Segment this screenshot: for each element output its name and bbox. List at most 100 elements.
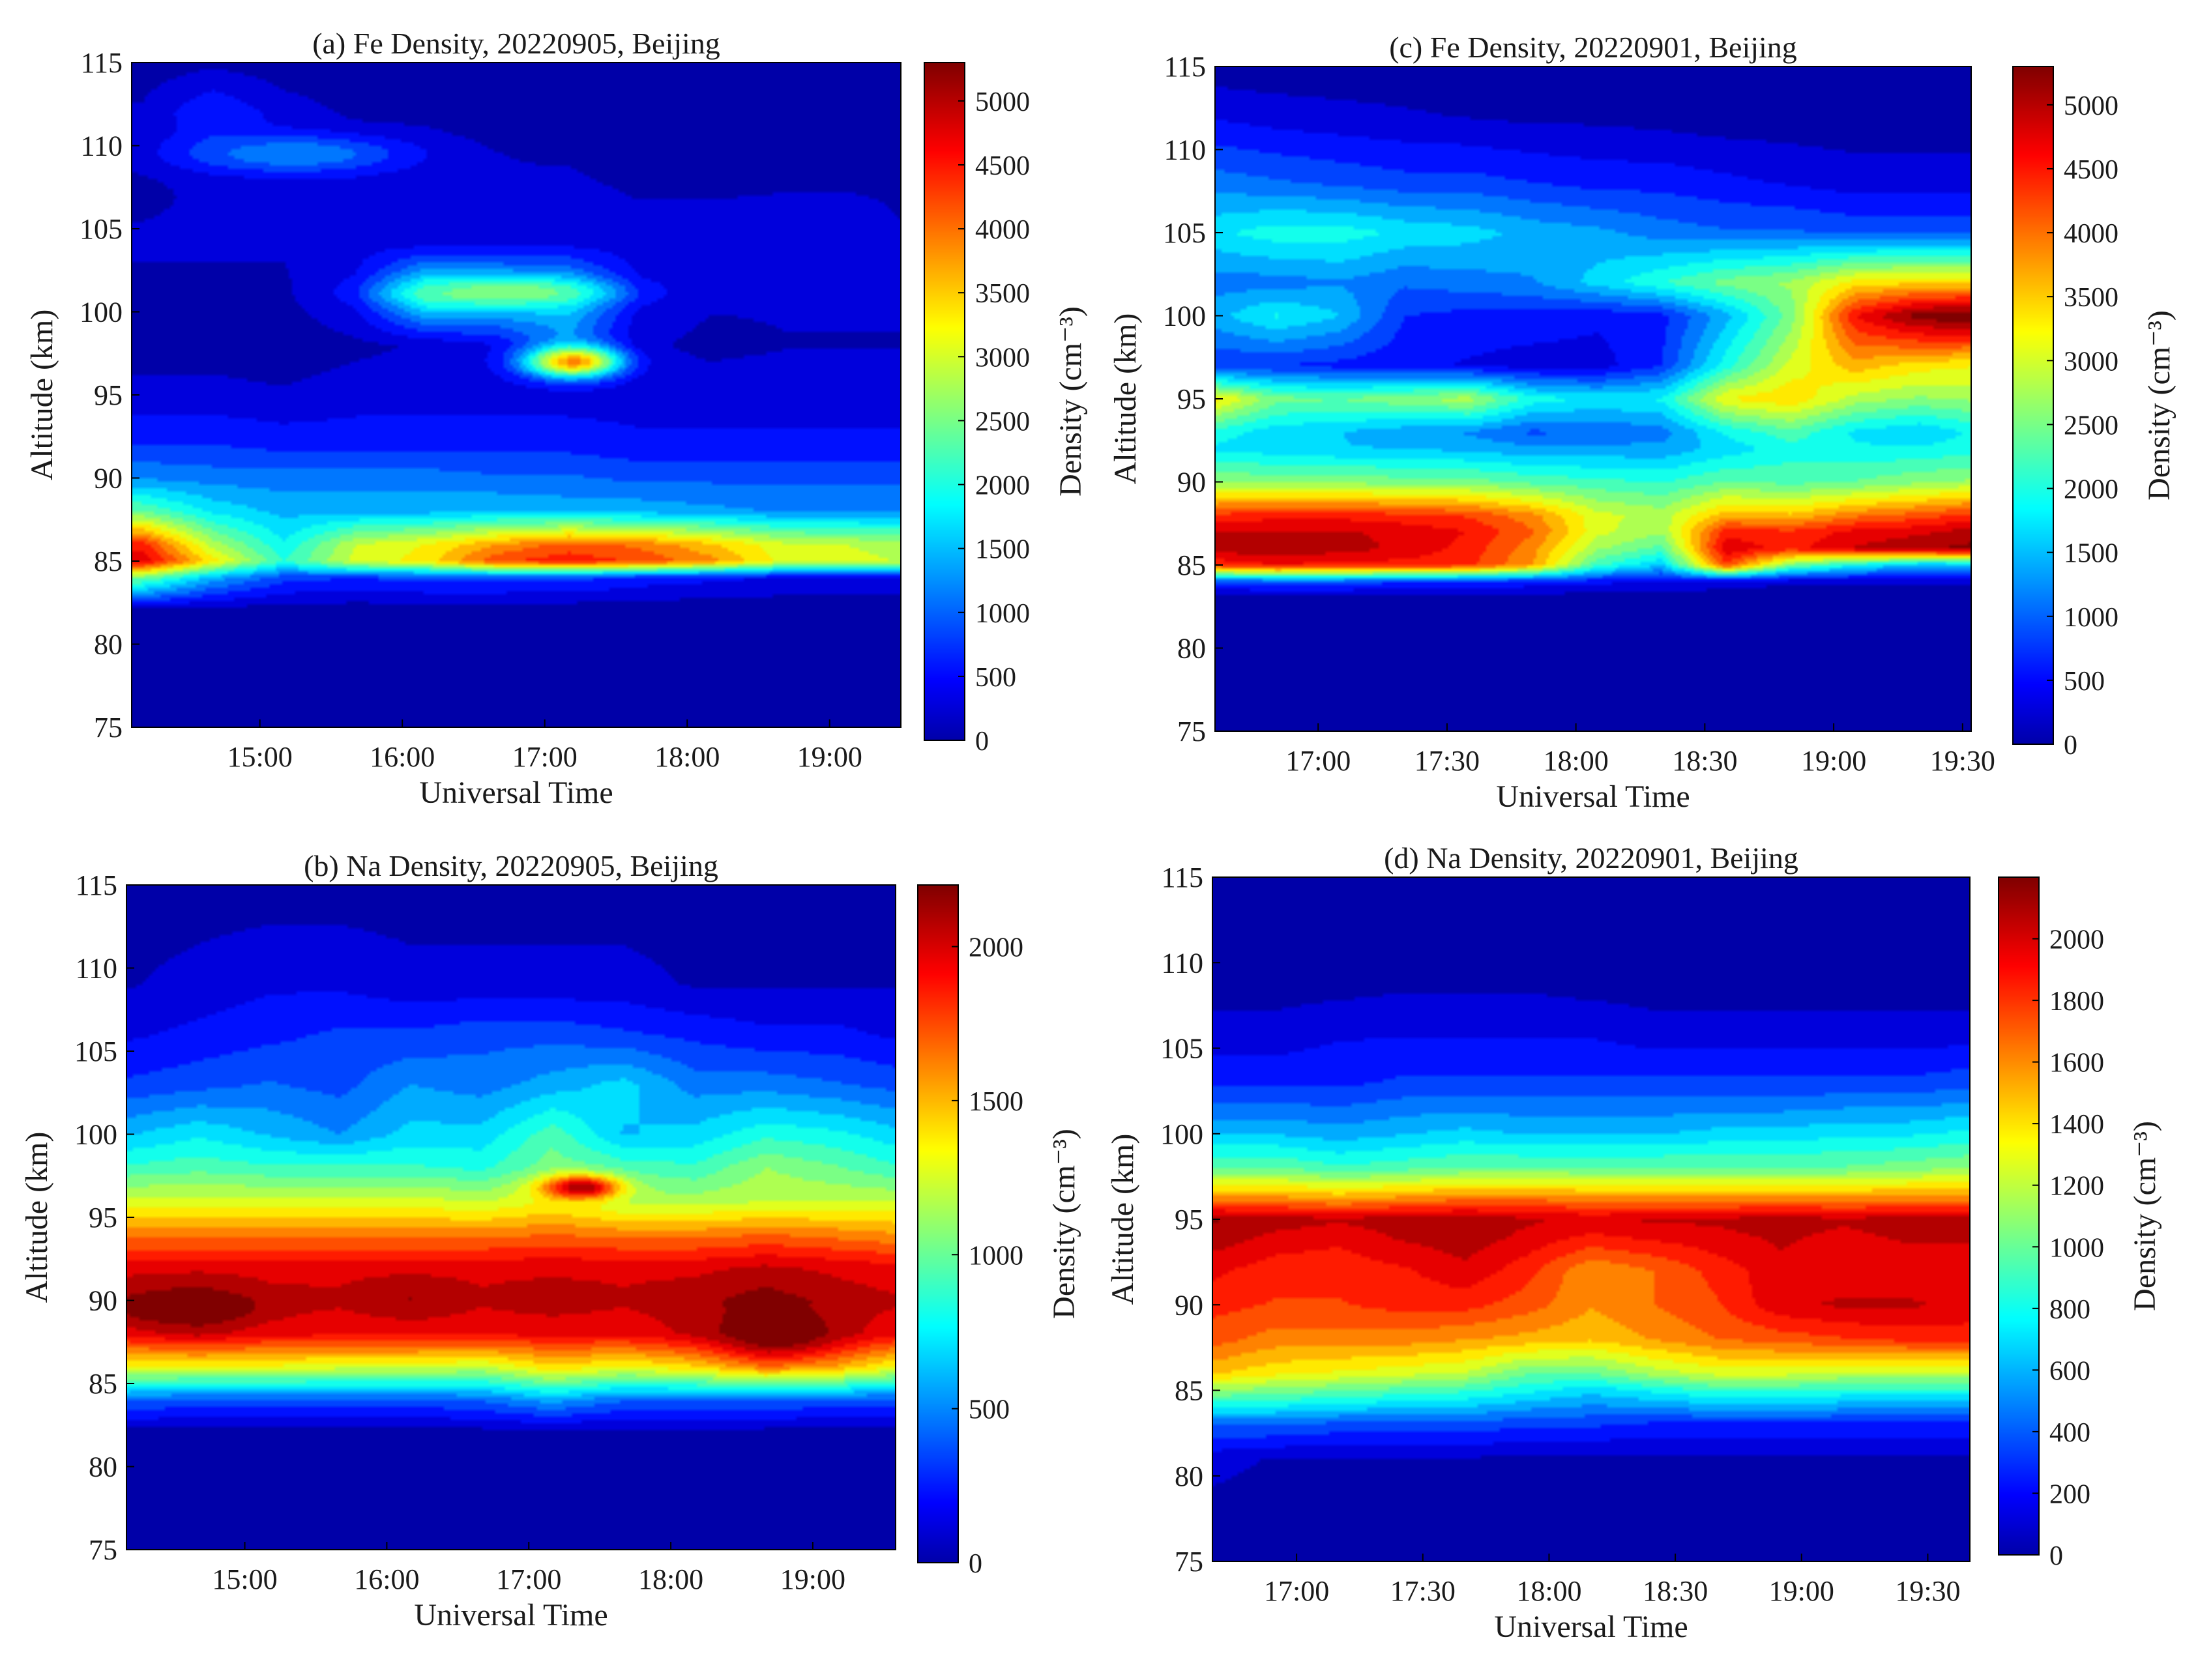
density-heatmap <box>1212 877 1970 1561</box>
y-tick-label: 105 <box>74 1036 117 1067</box>
y-tick-label: 85 <box>1175 1375 1203 1407</box>
y-axis-label: Altitude (km) <box>20 1132 54 1303</box>
x-tick-label: 17:00 <box>496 1563 561 1595</box>
colorbar-tick-label: 5000 <box>2064 91 2118 121</box>
y-tick-label: 105 <box>1160 1033 1203 1065</box>
colorbar-tick-label: 500 <box>969 1395 1010 1425</box>
colorbar-tick-label: 400 <box>2049 1418 2090 1448</box>
x-tick-label: 15:00 <box>227 741 293 773</box>
y-tick-label: 115 <box>1164 51 1206 83</box>
y-tick-label: 80 <box>1177 633 1206 665</box>
x-tick-label: 15:00 <box>212 1563 277 1595</box>
density-heatmap <box>126 885 896 1550</box>
panel-a: 75 80 85 90 95 100 105 110 115 15:00 16:00 17:00 18:… <box>25 27 1088 810</box>
x-tick-label: 19:00 <box>780 1563 845 1595</box>
y-tick-label: 95 <box>1177 383 1206 415</box>
y-tick-label: 90 <box>1177 467 1206 499</box>
panel-title: (b) Na Density, 20220905, Beijing <box>304 849 718 882</box>
panel-title: (d) Na Density, 20220901, Beijing <box>1384 841 1798 875</box>
panel-c: 75 80 85 90 95 100 105 110 115 17:00 17:30 18:00 18:… <box>1108 31 2176 814</box>
x-tick-label: 17:00 <box>1264 1575 1329 1607</box>
colorbar-tick-label: 1500 <box>975 535 1030 565</box>
y-tick-label: 100 <box>74 1119 117 1151</box>
colorbar-tick-label: 2500 <box>2064 411 2118 441</box>
colorbar-tick-label: 3000 <box>2064 347 2118 377</box>
x-axis-label: Universal Time <box>1494 1610 1688 1644</box>
density-heatmap <box>132 63 901 727</box>
colorbar <box>2013 66 2053 744</box>
colorbar-tick-label: 0 <box>975 727 989 757</box>
y-tick-label: 100 <box>1163 300 1206 332</box>
colorbar-tick-label: 2000 <box>2049 925 2104 955</box>
x-tick-label: 17:30 <box>1414 745 1480 777</box>
x-tick-label: 16:00 <box>354 1563 419 1595</box>
y-tick-label: 100 <box>1160 1118 1203 1150</box>
colorbar-tick-label: 4500 <box>975 151 1030 181</box>
density-heatmap <box>1215 66 1971 731</box>
x-tick-label: 18:30 <box>1643 1575 1708 1607</box>
y-tick-label: 90 <box>94 463 123 495</box>
y-tick-label: 100 <box>80 297 123 328</box>
colorbar-tick-label: 1400 <box>2049 1110 2104 1140</box>
colorbar-tick-label: 500 <box>975 663 1016 693</box>
colorbar-frame <box>2012 66 2054 745</box>
y-tick-label: 115 <box>76 869 117 901</box>
x-tick-label: 17:00 <box>512 741 578 773</box>
y-tick-label: 105 <box>1163 217 1206 249</box>
x-tick-label: 16:00 <box>370 741 435 773</box>
colorbar-label: Density (cm⁻³) <box>1047 1129 1081 1319</box>
panel-title: (c) Fe Density, 20220901, Beijing <box>1389 31 1797 64</box>
y-tick-label: 110 <box>1162 947 1203 979</box>
colorbar <box>918 885 958 1563</box>
y-tick-label: 115 <box>1162 862 1203 893</box>
colorbar-tick-label: 2000 <box>2064 475 2118 505</box>
colorbar-tick-label: 1000 <box>2064 603 2118 633</box>
colorbar-tick-label: 500 <box>2064 667 2105 697</box>
colorbar-tick-label: 200 <box>2049 1479 2090 1509</box>
x-axis-label: Universal Time <box>1496 779 1690 814</box>
y-tick-label: 95 <box>94 379 123 411</box>
y-tick-label: 80 <box>94 629 123 661</box>
colorbar <box>924 63 965 740</box>
colorbar <box>1999 877 2039 1555</box>
y-tick-label: 105 <box>80 213 123 245</box>
y-tick-label: 115 <box>81 47 123 79</box>
y-tick-label: 75 <box>1177 716 1206 747</box>
y-tick-label: 90 <box>89 1285 117 1317</box>
colorbar-tick-label: 3500 <box>2064 283 2118 313</box>
panel-b: 75 80 85 90 95 100 105 110 115 15:00 16:00 17:00 18:… <box>20 849 1081 1632</box>
colorbar-tick-label: 1800 <box>2049 987 2104 1017</box>
colorbar-tick-label: 3500 <box>975 279 1030 309</box>
colorbar-label: Density (cm⁻³) <box>1053 306 1088 497</box>
colorbar-tick-label: 0 <box>969 1549 982 1579</box>
colorbar-tick-label: 1000 <box>975 599 1030 629</box>
colorbar-tick-label: 2000 <box>969 933 1023 963</box>
y-tick-label: 75 <box>94 712 123 744</box>
colorbar-tick-label: 2500 <box>975 407 1030 437</box>
colorbar-tick-label: 600 <box>2049 1356 2090 1386</box>
colorbar-tick-label: 5000 <box>975 87 1030 117</box>
x-tick-label: 19:00 <box>1801 745 1866 777</box>
colorbar-frame <box>924 62 965 741</box>
y-tick-label: 75 <box>89 1534 117 1566</box>
x-tick-label: 17:00 <box>1285 745 1351 777</box>
y-axis-label: Altitude (km) <box>25 310 59 481</box>
colorbar-tick-label: 1500 <box>969 1087 1023 1117</box>
y-tick-label: 90 <box>1175 1289 1203 1321</box>
x-tick-label: 17:30 <box>1390 1575 1456 1607</box>
y-tick-label: 85 <box>1177 549 1206 581</box>
colorbar-tick-label: 1500 <box>2064 539 2118 569</box>
colorbar-tick-label: 4000 <box>975 215 1030 245</box>
x-tick-label: 19:30 <box>1930 745 1995 777</box>
x-axis-label: Universal Time <box>419 775 613 810</box>
y-tick-label: 80 <box>1175 1460 1203 1492</box>
colorbar-tick-label: 0 <box>2064 731 2077 760</box>
y-tick-label: 95 <box>1175 1204 1203 1236</box>
y-tick-label: 110 <box>1164 134 1206 166</box>
colorbar-frame <box>917 884 959 1563</box>
colorbar-tick-label: 800 <box>2049 1295 2090 1325</box>
colorbar-tick-label: 1000 <box>2049 1233 2104 1263</box>
colorbar-label: Density (cm⁻³) <box>2128 1121 2162 1311</box>
colorbar-tick-label: 0 <box>2049 1541 2063 1571</box>
